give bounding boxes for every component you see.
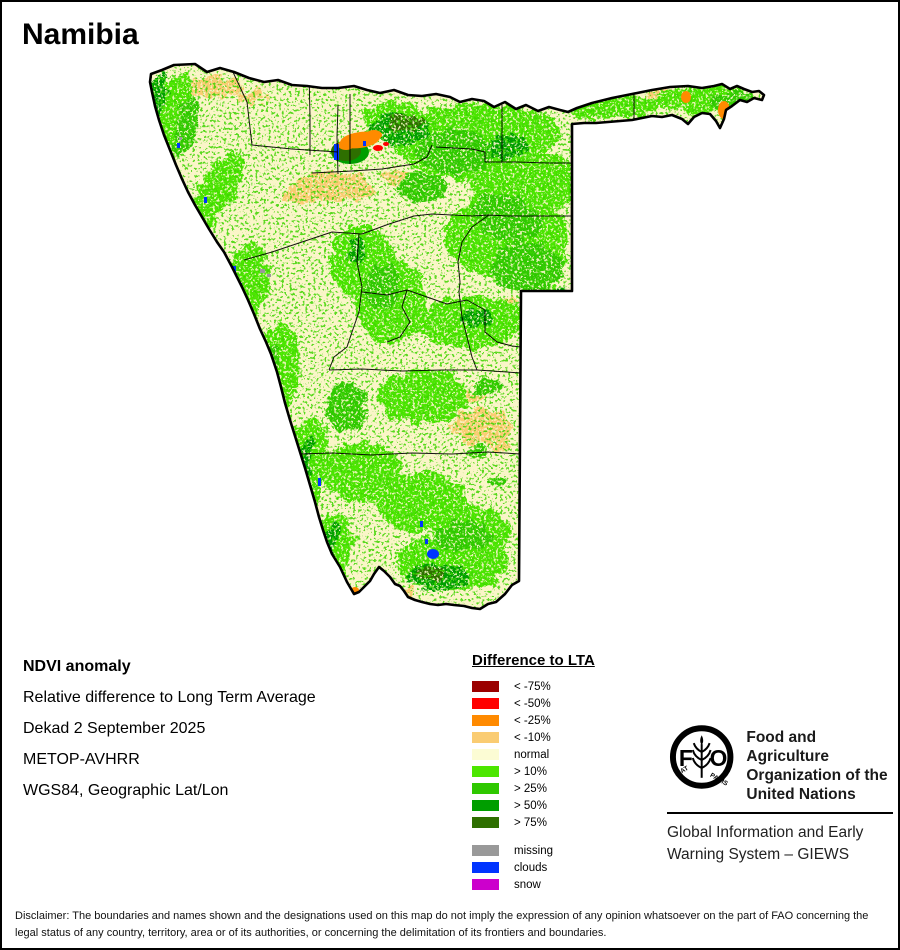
legend-row: normal — [472, 746, 595, 763]
legend-title: Difference to LTA — [472, 652, 595, 669]
legend-label: > 25% — [514, 782, 547, 795]
namibia-map — [132, 57, 772, 647]
legend-label: clouds — [514, 861, 548, 874]
map-info-block: NDVI anomaly Relative difference to Long… — [23, 651, 316, 806]
org-divider — [667, 812, 893, 814]
legend-swatch — [472, 817, 499, 828]
info-heading: NDVI anomaly — [23, 658, 131, 675]
svg-text:F: F — [679, 745, 693, 771]
legend-row: > 25% — [472, 780, 595, 797]
legend-swatch — [472, 766, 499, 777]
info-dekad: Dekad 2 September 2025 — [23, 720, 206, 737]
wheat-ear-icon — [691, 742, 712, 778]
legend-gap — [472, 831, 595, 842]
info-sensor: METOP-AVHRR — [23, 751, 140, 768]
info-subtitle: Relative difference to Long Term Average — [23, 689, 316, 706]
legend-label: < -50% — [514, 697, 551, 710]
org-giews: Global Information and Early Warning Sys… — [667, 824, 864, 863]
legend-row: > 50% — [472, 797, 595, 814]
legend-swatch — [472, 879, 499, 890]
legend-label: normal — [514, 748, 550, 761]
legend-label: missing — [514, 844, 553, 857]
legend-main-items: < -75% < -50% < -25% < -10% normal > 10% > 25%… — [472, 678, 595, 831]
legend-row: missing — [472, 842, 595, 859]
missing-pixels — [179, 137, 271, 277]
legend-row: snow — [472, 876, 595, 893]
ndvi-raster-map — [148, 62, 766, 611]
page-title: Namibia — [22, 18, 139, 51]
legend-label: > 50% — [514, 799, 547, 812]
legend-label: > 10% — [514, 765, 547, 778]
legend-extra-items: missing clouds snow — [472, 842, 595, 893]
legend-row: < -10% — [472, 729, 595, 746]
disclaimer-text: Disclaimer: The boundaries and names sho… — [15, 910, 869, 939]
legend-swatch — [472, 681, 499, 692]
legend-label: < -10% — [514, 731, 551, 744]
legend-swatch — [472, 749, 499, 760]
legend-swatch — [472, 783, 499, 794]
region-boundaries — [231, 69, 635, 456]
fao-logo-icon: F O FIAT PANIS — [669, 725, 734, 789]
info-projection: WGS84, Geographic Lat/Lon — [23, 782, 229, 799]
legend-row: < -25% — [472, 712, 595, 729]
legend-swatch — [472, 845, 499, 856]
legend-row: > 10% — [472, 763, 595, 780]
raster-green-speckle — [150, 64, 764, 609]
legend-swatch — [472, 715, 499, 726]
legend-label: > 75% — [514, 816, 547, 829]
country-outline — [148, 62, 766, 611]
legend-row: < -50% — [472, 695, 595, 712]
org-name: Food and Agriculture Organization of the… — [746, 729, 888, 803]
legend: Difference to LTA < -75% < -50% < -25% < -1… — [472, 652, 595, 893]
legend-swatch — [472, 732, 499, 743]
legend-swatch — [472, 800, 499, 811]
legend-row: > 75% — [472, 814, 595, 831]
legend-swatch — [472, 698, 499, 709]
org-block: F O FIAT PANIS Food and Agriculture Orga… — [667, 722, 897, 866]
legend-row: < -75% — [472, 678, 595, 695]
svg-text:O: O — [710, 745, 728, 771]
legend-label: < -75% — [514, 680, 551, 693]
legend-label: snow — [514, 878, 541, 891]
legend-row: clouds — [472, 859, 595, 876]
legend-swatch — [472, 862, 499, 873]
raster-layers — [150, 64, 764, 609]
legend-label: < -25% — [514, 714, 551, 727]
